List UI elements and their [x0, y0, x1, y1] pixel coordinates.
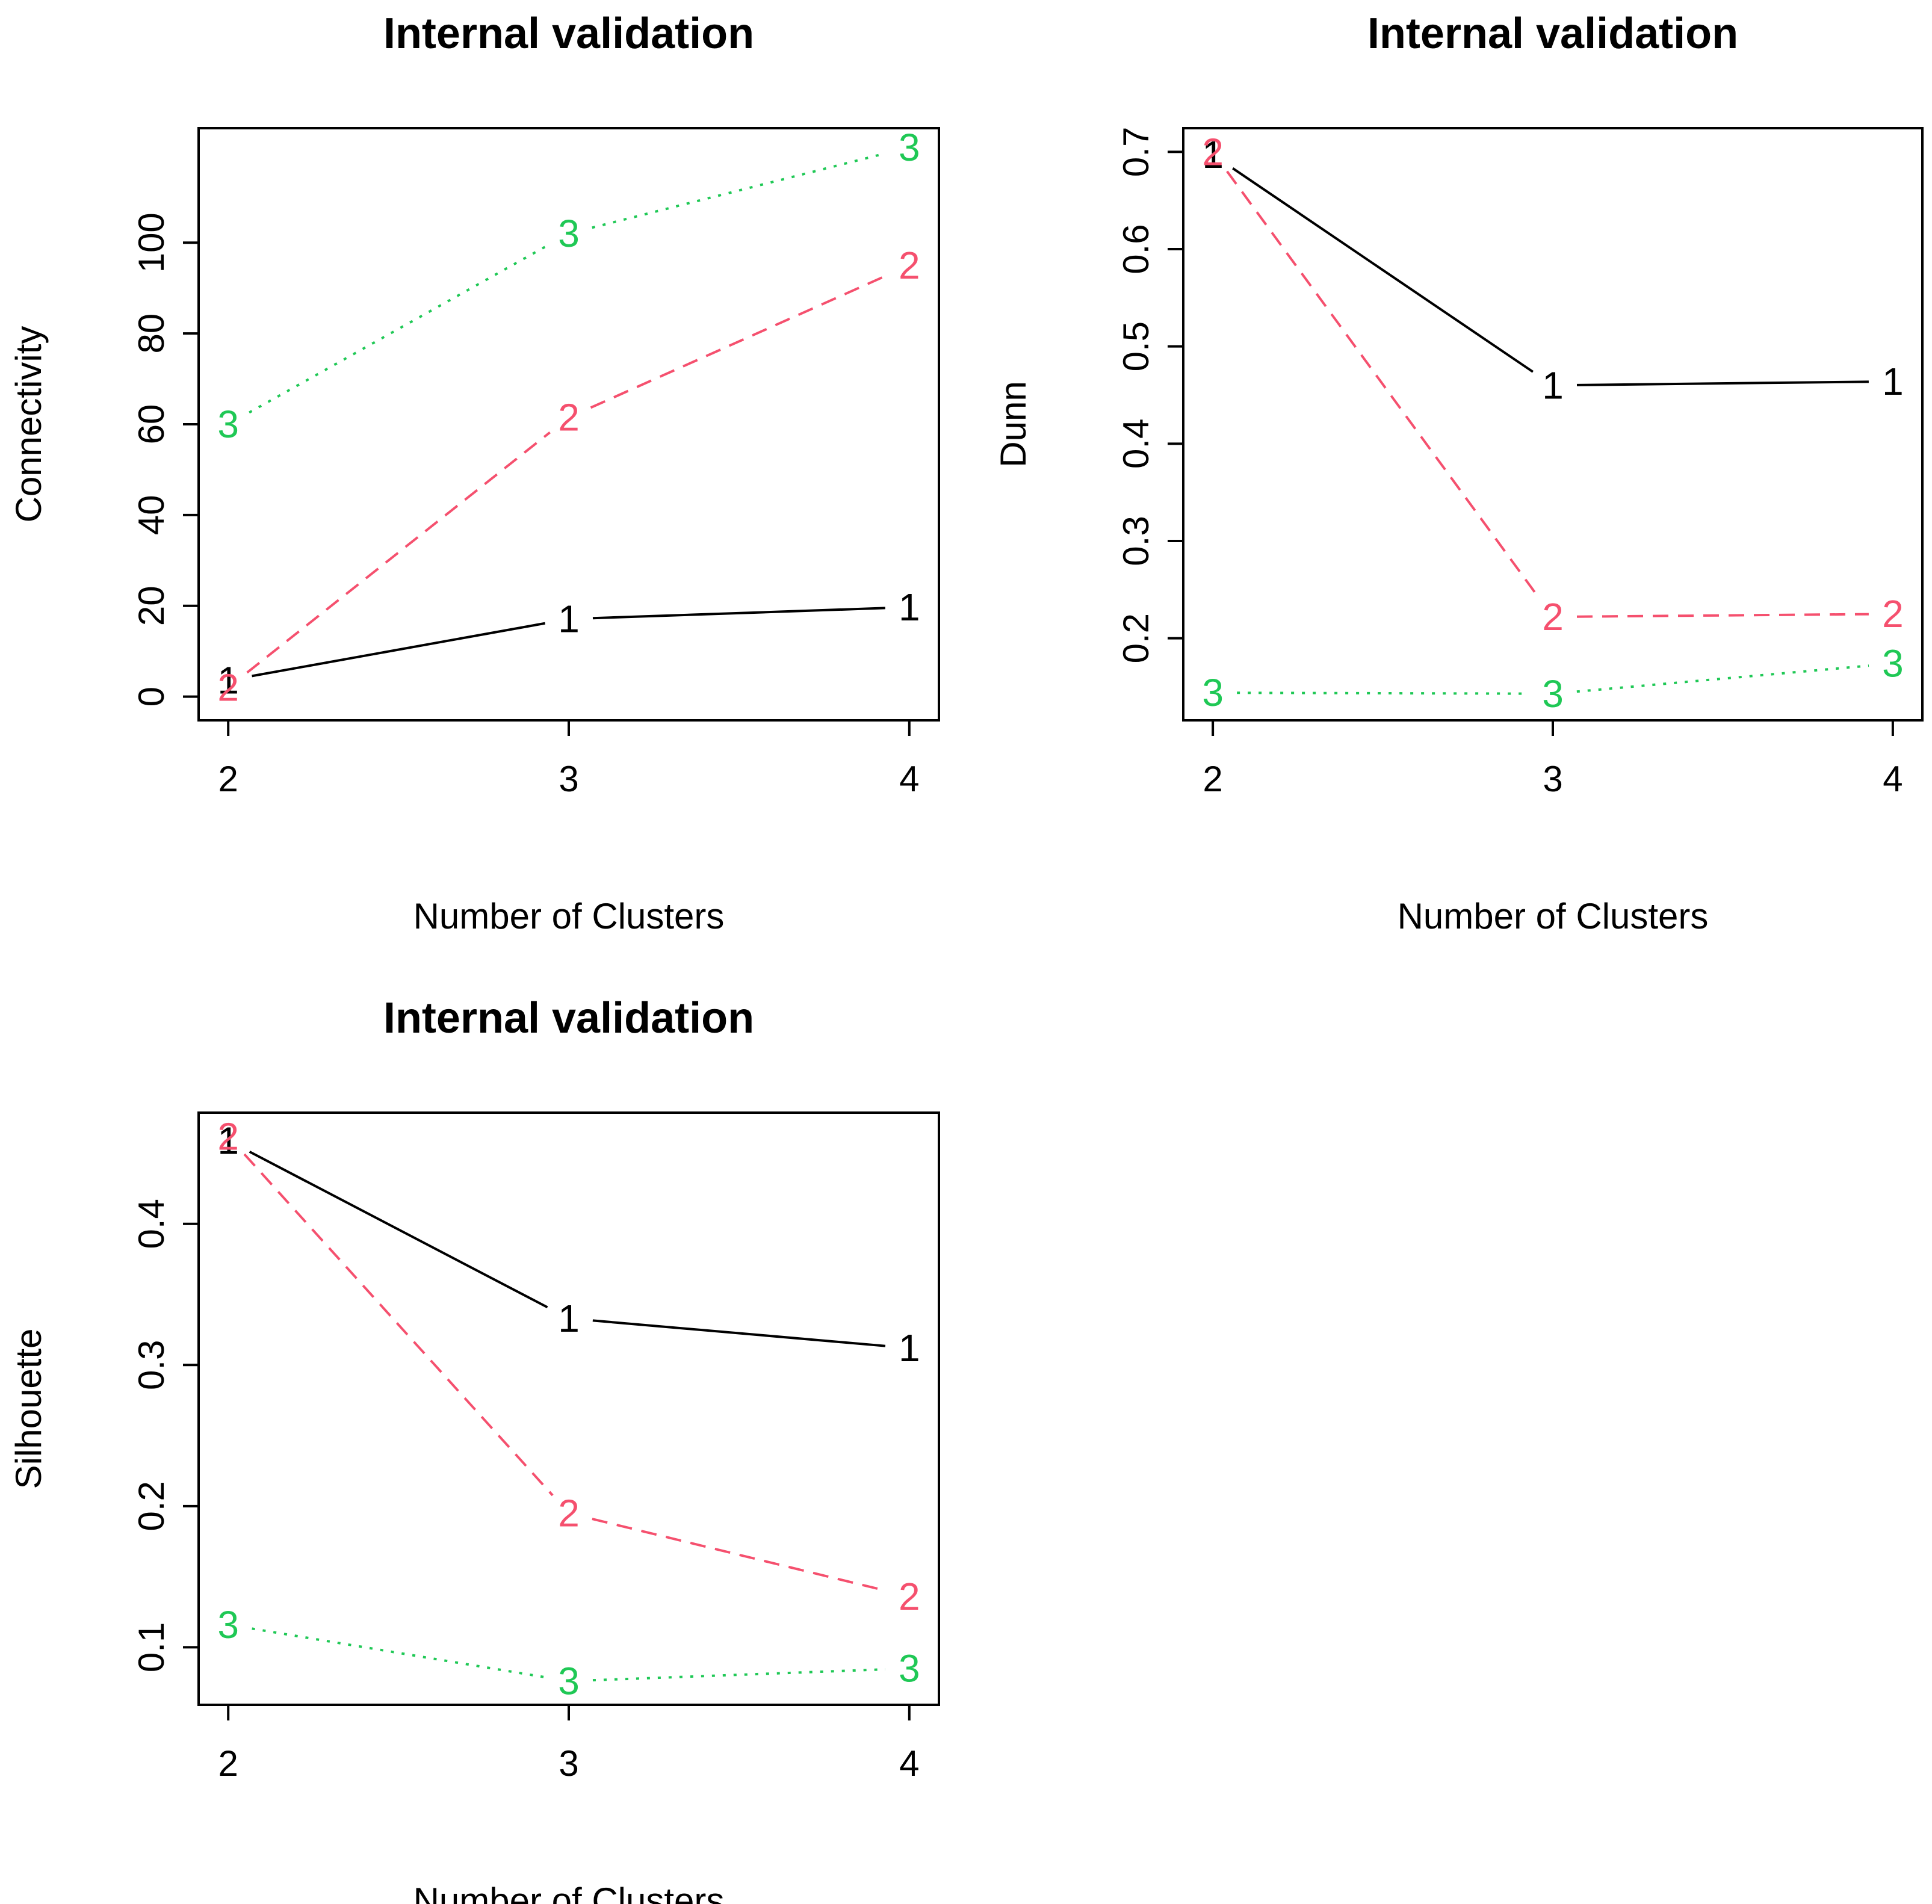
y-tick-label: 100	[131, 212, 172, 273]
data-point-marker: 2	[217, 1114, 239, 1158]
data-point-marker: 3	[1882, 642, 1904, 685]
series-1: 1 1 1	[1202, 133, 1903, 407]
series-line-segment	[1232, 167, 1534, 373]
data-point-marker: 1	[558, 1297, 580, 1340]
y-tick-label: 0.3	[131, 1340, 172, 1390]
y-tick-label: 0.2	[131, 1481, 172, 1531]
data-point-marker: 3	[558, 212, 580, 255]
x-tick-label: 2	[218, 1743, 238, 1784]
data-point-marker: 2	[558, 1492, 580, 1535]
series-line-segment	[249, 1151, 548, 1309]
series-2: 2 2 2	[1202, 130, 1903, 638]
y-tick-label: 20	[131, 586, 172, 626]
series-1: 1 1 1	[217, 586, 920, 702]
y-axis-label: Connectivity	[8, 326, 49, 523]
data-point-marker: 1	[899, 586, 920, 629]
data-point-marker: 1	[1202, 133, 1224, 176]
x-tick-label: 4	[899, 759, 919, 799]
series-line-segment	[1226, 170, 1540, 598]
x-axis-label: Number of Clusters	[1398, 896, 1709, 936]
chart-panel-3: Internal validation 2 3 4 Number of Clusters…	[8, 994, 940, 1904]
chart-title: Internal validation	[383, 10, 754, 58]
y-tick-label: 0.4	[1116, 419, 1156, 469]
data-point-marker: 2	[899, 244, 920, 287]
y-tick-label: 0.3	[1116, 516, 1156, 566]
y-tick-label: 0.4	[131, 1199, 172, 1249]
x-tick-label: 3	[559, 1743, 578, 1784]
data-point-marker: 1	[217, 1119, 239, 1162]
series-3: 3 3 3	[217, 1603, 920, 1703]
data-point-marker: 3	[1202, 671, 1224, 714]
x-tick-label: 4	[899, 1743, 919, 1784]
y-tick-label: 60	[131, 404, 172, 445]
data-point-marker: 1	[899, 1326, 920, 1370]
data-point-marker: 2	[558, 396, 580, 439]
chart-panel-1: Internal validation 2 3 4 Number of Clusters…	[8, 10, 940, 936]
data-point-marker: 1	[217, 658, 239, 702]
x-tick-label: 2	[1203, 759, 1222, 799]
data-point-marker: 3	[899, 1647, 920, 1690]
x-tick-label: 3	[559, 759, 578, 799]
x-tick-label: 3	[1543, 759, 1562, 799]
series-2: 2 2 2	[217, 1114, 920, 1618]
y-tick-label: 80	[131, 314, 172, 354]
y-tick-label: 0.2	[1116, 613, 1156, 663]
x-tick-label: 2	[218, 759, 238, 799]
data-point-marker: 2	[1882, 592, 1904, 635]
series-line-segment	[252, 622, 545, 678]
y-tick-label: 0.5	[1116, 321, 1156, 371]
data-point-marker: 3	[217, 1603, 239, 1646]
y-tick-label: 0.1	[131, 1622, 172, 1672]
data-point-marker: 1	[1882, 360, 1904, 403]
x-axis-label: Number of Clusters	[413, 1881, 725, 1904]
chart-panel-2: Internal validation 2 3 4 Number of Clusters…	[993, 10, 1924, 936]
series-1: 1 1 1	[217, 1119, 920, 1370]
data-point-marker: 1	[558, 598, 580, 641]
series-2: 2 2 2	[217, 244, 920, 709]
x-tick-label: 4	[1883, 759, 1903, 799]
y-tick-label: 40	[131, 495, 172, 536]
series-line-segment	[1576, 380, 1869, 386]
y-tick-label: 0	[131, 687, 172, 706]
data-point-marker: 1	[1542, 363, 1564, 407]
series-line-segment	[243, 1153, 554, 1497]
series-line-segment	[590, 274, 888, 409]
data-point-marker: 3	[1542, 672, 1564, 716]
data-point-marker: 2	[899, 1575, 920, 1618]
series-3: 3 3 3	[1202, 642, 1903, 716]
series-3: 3 3 3	[217, 126, 920, 446]
series-line-segment	[592, 1319, 886, 1347]
y-tick-label: 0.6	[1116, 224, 1156, 274]
y-axis-label: Silhouette	[8, 1329, 49, 1489]
data-point-marker: 2	[217, 666, 239, 709]
y-tick-label: 0.7	[1116, 127, 1156, 177]
series-line-segment	[246, 431, 551, 674]
series-line-segment	[592, 607, 885, 620]
data-point-marker: 3	[899, 126, 920, 169]
y-axis-label: Dunn	[993, 381, 1033, 467]
data-point-marker: 3	[558, 1660, 580, 1703]
chart-title: Internal validation	[383, 994, 754, 1042]
x-axis-label: Number of Clusters	[413, 896, 725, 936]
data-point-marker: 3	[217, 403, 239, 446]
data-point-marker: 2	[1542, 595, 1564, 638]
data-point-marker: 2	[1202, 130, 1224, 173]
series-line-segment	[249, 244, 549, 414]
chart-title: Internal validation	[1367, 10, 1738, 58]
